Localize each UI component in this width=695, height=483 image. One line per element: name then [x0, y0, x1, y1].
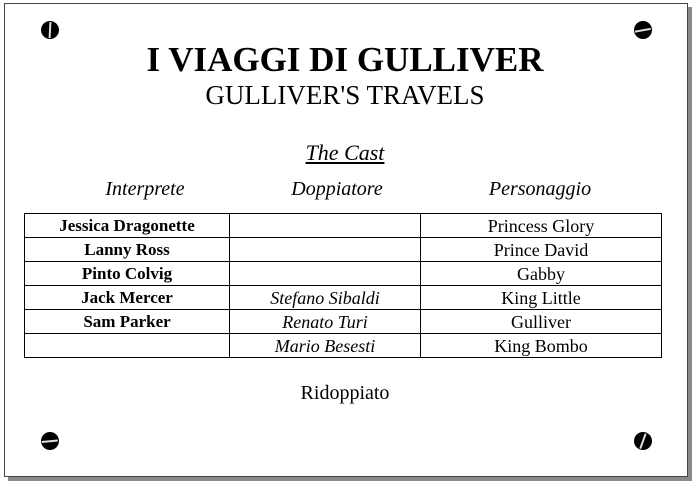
- header-character: Personaggio: [488, 178, 592, 200]
- cast-table: Jessica Dragonette Princess Glory Lanny Ro…: [24, 213, 662, 358]
- cell-character: King Little: [420, 285, 662, 310]
- cell-actor: Sam Parker: [24, 309, 230, 334]
- header-dubber: Doppiatore: [291, 178, 383, 200]
- cell-character: Princess Glory: [420, 213, 662, 238]
- cell-dubber: Renato Turi: [229, 309, 421, 334]
- cell-character: King Bombo: [420, 333, 662, 358]
- cell-actor: Jessica Dragonette: [24, 213, 230, 238]
- screw-icon: [41, 432, 59, 450]
- cast-heading: The Cast: [0, 140, 690, 166]
- cell-actor: Jack Mercer: [24, 285, 230, 310]
- table-row: Jessica Dragonette Princess Glory: [24, 213, 662, 238]
- screw-icon: [41, 21, 59, 39]
- header-actor: Interprete: [105, 178, 185, 200]
- cell-character: Gulliver: [420, 309, 662, 334]
- cell-character: Gabby: [420, 261, 662, 286]
- table-row: Sam Parker Renato Turi Gulliver: [24, 309, 662, 334]
- cell-actor: Pinto Colvig: [24, 261, 230, 286]
- subtitle: GULLIVER'S TRAVELS: [205, 80, 485, 110]
- footer-note: Ridoppiato: [300, 382, 390, 404]
- cell-dubber: Stefano Sibaldi: [229, 285, 421, 310]
- cell-dubber: [229, 261, 421, 286]
- table-row: Mario Besesti King Bombo: [24, 333, 662, 358]
- table-row: Lanny Ross Prince David: [24, 237, 662, 262]
- table-row: Jack Mercer Stefano Sibaldi King Little: [24, 285, 662, 310]
- table-row: Pinto Colvig Gabby: [24, 261, 662, 286]
- cell-actor: Lanny Ross: [24, 237, 230, 262]
- cell-dubber: [229, 213, 421, 238]
- cell-dubber: [229, 237, 421, 262]
- cast-heading-text: The Cast: [305, 140, 385, 165]
- title: I VIAGGI DI GULLIVER: [146, 40, 544, 79]
- cell-actor: [24, 333, 230, 358]
- cell-character: Prince David: [420, 237, 662, 262]
- screw-icon: [634, 21, 652, 39]
- cell-dubber: Mario Besesti: [229, 333, 421, 358]
- screw-icon: [634, 432, 652, 450]
